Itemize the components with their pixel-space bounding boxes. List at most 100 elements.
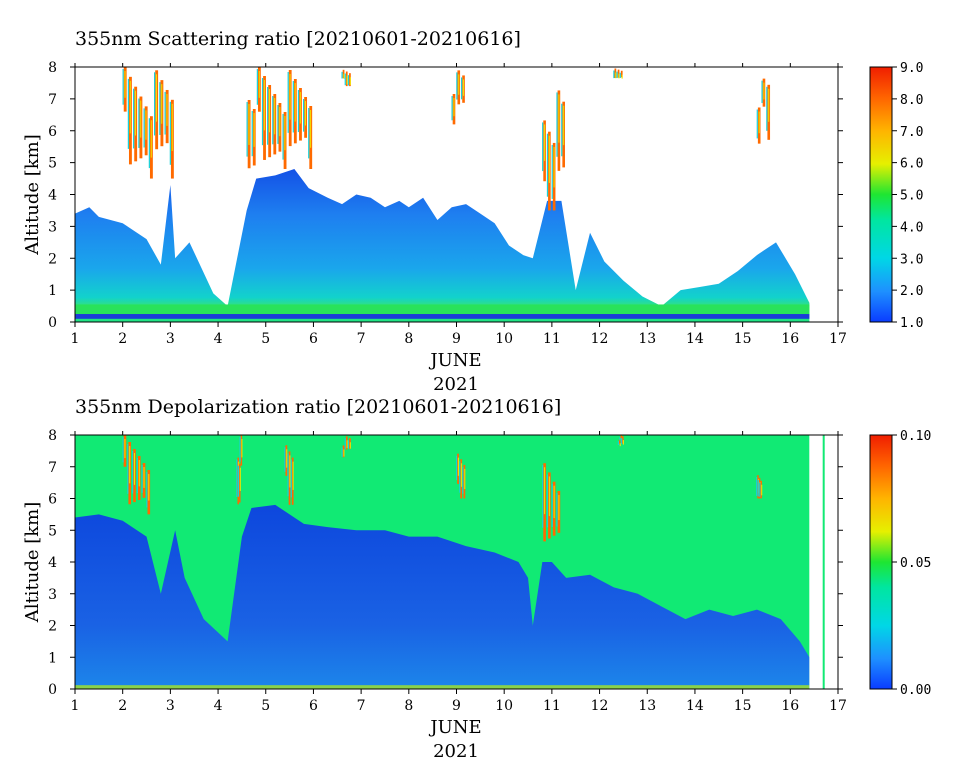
cloud-core: [463, 79, 465, 96]
y-tick-label: 7: [48, 460, 57, 476]
cloud-core: [304, 101, 306, 126]
y-tick-label: 6: [48, 124, 57, 140]
cloud-layer: [451, 70, 465, 125]
x-tick-label: 4: [214, 698, 223, 714]
cloud-edge: [290, 459, 292, 498]
cloud-core: [615, 72, 617, 79]
cloud-edge: [122, 69, 124, 105]
x-tick-label: 7: [357, 698, 366, 714]
cloud-layer: [284, 445, 294, 505]
cloud-core: [558, 94, 560, 143]
colorbar-tick-label: 0.05: [900, 556, 931, 571]
cloud-core: [349, 442, 351, 449]
cloud-layer: [756, 475, 763, 499]
cloud-core: [761, 484, 763, 496]
cloud-edge: [236, 459, 238, 497]
cloud-core: [758, 111, 760, 134]
cloud-core: [618, 73, 620, 79]
cloud-core: [161, 84, 163, 124]
x-tick-label: 6: [309, 698, 318, 714]
x-axis-year-label: 2021: [433, 741, 479, 762]
x-tick-label: 16: [781, 698, 799, 714]
x-tick-label: 10: [495, 698, 513, 714]
cloud-edge: [761, 80, 763, 104]
cloud-core: [129, 80, 131, 134]
cloud-edge: [239, 437, 241, 462]
cloud-edge: [616, 71, 618, 79]
x-tick-label: 1: [71, 698, 80, 714]
cloud-edge: [256, 69, 258, 105]
chart-title: 355nm Depolarization ratio [20210601-202…: [75, 396, 561, 418]
y-tick-label: 6: [48, 492, 57, 508]
cloud-layer: [542, 90, 565, 211]
cloud-edge: [138, 98, 140, 148]
cloud-edge: [308, 108, 310, 159]
cloud-edge: [347, 440, 350, 449]
no-data-gap: [809, 435, 824, 689]
y-tick-label: 3: [48, 587, 57, 603]
cloud-edge: [146, 472, 148, 508]
cloud-edge: [267, 87, 269, 145]
colorbar: 1.0 2.0 3.0 4.0 5.0 6.0 7.0 8.0 9.0: [869, 61, 923, 331]
aerosol-layer-area: [75, 169, 810, 322]
cloud-edge: [341, 447, 343, 457]
surface-line: [75, 685, 810, 689]
colorbar-gradient: [869, 434, 893, 690]
cloud-edge: [341, 71, 343, 79]
cloud-core: [553, 146, 555, 188]
cloud-streak: [760, 480, 762, 499]
y-axis: 0 1 2 3 4 5 6 7 8: [48, 60, 843, 331]
cloud-edge: [136, 458, 138, 494]
cloud-core: [166, 93, 168, 126]
cloud-edge: [292, 81, 294, 133]
scattering-ratio-panel: 355nm Scattering ratio [20210601-2021061…: [22, 28, 923, 395]
surface-layer-band: [75, 304, 810, 315]
cloud-edge: [542, 465, 544, 528]
x-tick-label: 8: [404, 698, 413, 714]
cloud-edge: [347, 75, 350, 86]
x-tick-label: 9: [452, 698, 461, 714]
x-axis-label: JUNE: [428, 350, 481, 371]
x-tick-label: 14: [686, 698, 704, 714]
cloud-layer: [613, 68, 623, 79]
cloud-edge: [459, 461, 461, 493]
y-tick-label: 3: [48, 219, 57, 235]
cloud-edge: [619, 437, 621, 441]
cloud-edge: [556, 492, 558, 527]
cloud-edge: [159, 82, 161, 135]
y-tick-label: 1: [48, 283, 57, 299]
cloud-core: [143, 467, 145, 488]
cloud-edge: [756, 109, 758, 139]
cloud-layer: [617, 435, 624, 447]
y-tick-label: 8: [48, 428, 57, 444]
cloud-core: [289, 455, 291, 488]
cloud-core: [294, 83, 296, 122]
cloud-core: [150, 120, 152, 158]
x-tick-label: 11: [543, 698, 561, 714]
cloud-streak: [240, 435, 243, 466]
colorbar-tick-label: 0.00: [900, 683, 931, 698]
x-tick-label: 6: [309, 331, 318, 347]
cloud-edge: [272, 96, 274, 145]
cloud-core: [156, 74, 158, 122]
chart-title: 355nm Scattering ratio [20210601-2021061…: [75, 28, 521, 50]
cloud-edge: [451, 96, 453, 121]
cloud-core: [284, 116, 286, 151]
cloud-edge: [766, 86, 768, 131]
cloud-core: [343, 449, 345, 457]
y-tick-label: 4: [48, 188, 57, 204]
colorbar: 0.00 0.05 0.10: [869, 429, 931, 698]
cloud-core: [768, 88, 770, 122]
cloud-edge: [613, 70, 615, 79]
cloud-edge: [561, 103, 563, 157]
cloud-edge: [154, 72, 156, 136]
cloud-edge: [757, 479, 759, 497]
cloud-edge: [619, 72, 621, 79]
cloud-core: [453, 98, 455, 117]
cloud-edge: [169, 101, 171, 165]
cloud-streak: [620, 70, 623, 78]
x-tick-label: 3: [166, 331, 175, 347]
cloud-layer: [756, 78, 771, 144]
y-axis-label: Altitude [km]: [22, 502, 43, 624]
